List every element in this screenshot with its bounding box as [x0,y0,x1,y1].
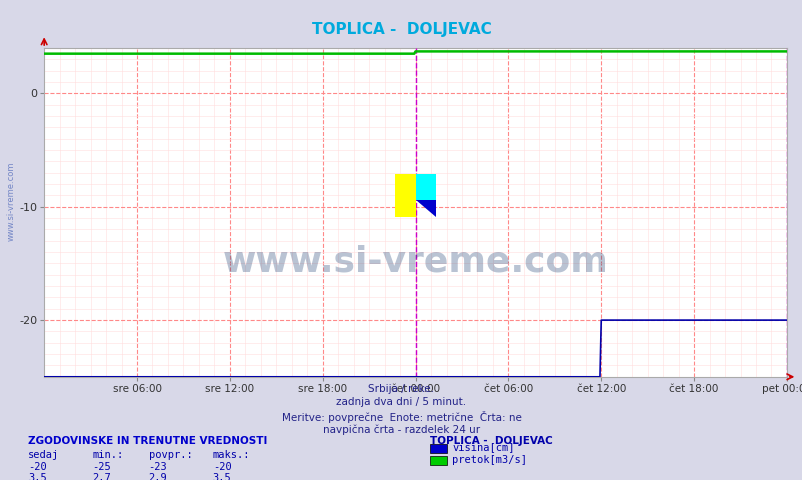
Text: Srbija / reke.: Srbija / reke. [368,384,434,394]
Bar [395,174,415,217]
Text: 2,7: 2,7 [92,473,111,480]
Text: www.si-vreme.com: www.si-vreme.com [222,245,608,279]
Polygon shape [415,174,435,200]
Text: -25: -25 [92,462,111,472]
Text: TOPLICA -  DOLJEVAC: TOPLICA - DOLJEVAC [429,436,552,446]
Text: pretok[m3/s]: pretok[m3/s] [452,456,526,465]
Text: navpična črta - razdelek 24 ur: navpična črta - razdelek 24 ur [322,424,480,435]
Text: -23: -23 [148,462,167,472]
Text: maks.:: maks.: [213,450,250,460]
Text: 3,5: 3,5 [28,473,47,480]
Text: www.si-vreme.com: www.si-vreme.com [6,162,15,241]
Text: Meritve: povprečne  Enote: metrične  Črta: ne: Meritve: povprečne Enote: metrične Črta:… [282,411,520,423]
Text: -20: -20 [213,462,231,472]
Polygon shape [415,200,435,217]
Text: -20: -20 [28,462,47,472]
Text: sedaj: sedaj [28,450,59,460]
Text: ZGODOVINSKE IN TRENUTNE VREDNOSTI: ZGODOVINSKE IN TRENUTNE VREDNOSTI [28,436,267,446]
Text: višina[cm]: višina[cm] [452,443,514,454]
Text: zadnja dva dni / 5 minut.: zadnja dva dni / 5 minut. [336,397,466,408]
Text: TOPLICA -  DOLJEVAC: TOPLICA - DOLJEVAC [311,22,491,36]
Text: 3,5: 3,5 [213,473,231,480]
Text: min.:: min.: [92,450,124,460]
Text: 2,9: 2,9 [148,473,167,480]
Text: povpr.:: povpr.: [148,450,192,460]
